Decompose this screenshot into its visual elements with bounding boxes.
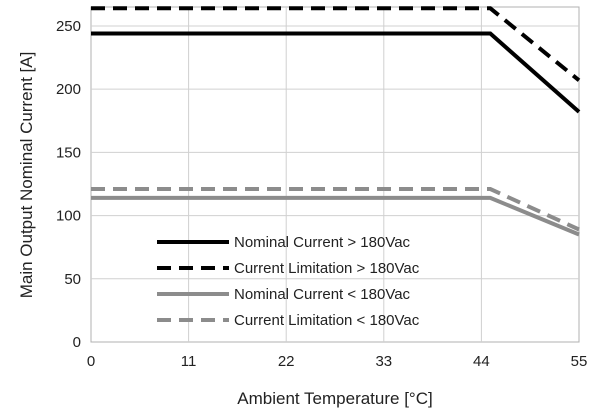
series-line-4 [91,187,580,232]
grid-lines [91,7,579,342]
legend-label-2: Current Limitation > 180Vac [234,260,420,277]
legend-label-3: Nominal Current < 180Vac [234,286,411,303]
x-tick-labels: 0 11 22 33 44 55 [87,353,588,370]
series-lines [91,6,581,237]
plot-area [90,6,580,343]
x-tick-label: 22 [278,353,295,370]
x-tick-label: 0 [87,353,95,370]
x-tick-label: 55 [571,353,588,370]
x-tick-label: 44 [473,353,490,370]
y-tick-label: 200 [56,81,81,98]
series-line-1 [91,31,581,114]
legend-label-1: Nominal Current > 180Vac [234,234,411,251]
y-tick-label: 0 [73,334,81,351]
legend: Nominal Current > 180Vac Current Limitati… [157,234,420,329]
y-tick-label: 50 [64,271,81,288]
y-tick-labels: 0 50 100 150 200 250 [56,18,81,351]
x-tick-label: 33 [375,353,392,370]
series-line-3 [91,195,580,237]
series-line-2 [91,6,581,82]
y-tick-label: 250 [56,18,81,35]
y-tick-label: 150 [56,144,81,161]
y-axis-title: Main Output Nominal Current [A] [17,52,36,299]
x-tick-label: 11 [181,353,197,370]
legend-label-4: Current Limitation < 180Vac [234,312,420,329]
y-tick-label: 100 [56,208,81,225]
x-axis-title: Ambient Temperature [°C] [237,389,432,408]
